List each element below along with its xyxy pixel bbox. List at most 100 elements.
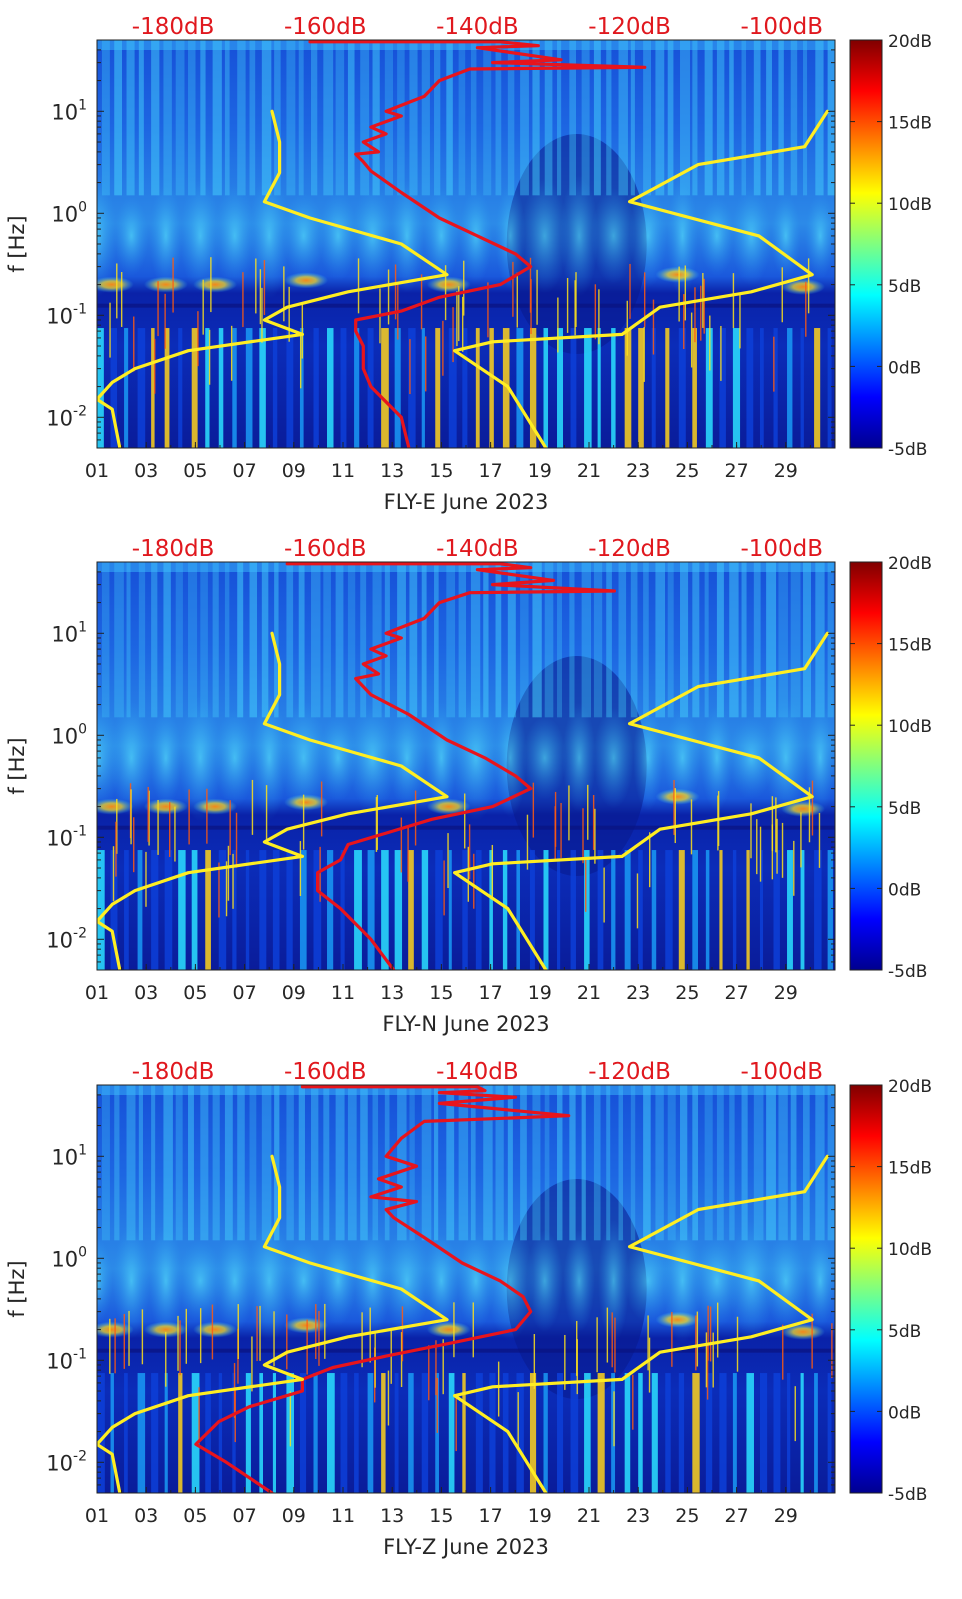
x-tick-label: 17 [479,1505,503,1527]
x-tick-label: 27 [725,460,749,482]
colorbar-tick-label: 20dB [888,1077,932,1097]
x-tick-label: 03 [134,460,158,482]
top-db-label: -140dB [436,1059,519,1085]
x-tick-label: 21 [577,460,601,482]
colorbar-tick-label: 0dB [888,880,921,900]
x-tick-label: 29 [774,1505,798,1527]
yellow-curve-right [453,109,829,448]
yellow-curve-right [453,1154,829,1493]
x-tick-label: 15 [429,460,453,482]
x-tick-label: 11 [331,460,355,482]
x-tick-label: 23 [626,460,650,482]
colorbar-tick-label: -5dB [888,962,927,982]
x-tick-label: 09 [282,982,306,1004]
x-tick-label: 15 [429,1505,453,1527]
yellow-curve-left [97,109,449,448]
colorbar-tick-label: 0dB [888,358,921,378]
top-db-label: -140dB [436,14,519,40]
x-tick-label: 01 [85,1505,109,1527]
x-tick-label: 11 [331,1505,355,1527]
x-tick-label: 13 [380,982,404,1004]
x-tick-label: 17 [479,982,503,1004]
top-db-label: -100dB [740,14,823,40]
top-db-label: -120dB [588,14,671,40]
y-tick-label: 10-1 [46,823,87,850]
y-tick-label: 101 [51,619,87,646]
x-tick-label: 05 [183,982,207,1004]
colorbar [849,561,883,971]
x-tick-label: 17 [479,460,503,482]
spectrogram-image [97,1085,835,1493]
top-db-label: -180dB [132,1059,215,1085]
colorbar-tick-label: 15dB [888,636,932,656]
y-tick-label: 100 [51,199,87,226]
y-tick-label: 10-2 [46,403,87,430]
colorbar-tick-label: 5dB [888,799,921,819]
x-tick-label: 13 [380,460,404,482]
x-tick-label: 07 [233,460,257,482]
x-axis-label: FLY-E June 2023 [384,490,549,514]
top-db-label: -180dB [132,14,215,40]
colorbar [849,1084,883,1494]
colorbar-tick-label: -5dB [888,440,927,460]
x-tick-label: 09 [282,1505,306,1527]
x-tick-label: 21 [577,982,601,1004]
x-tick-label: 27 [725,982,749,1004]
colorbar-tick-label: 20dB [888,32,932,52]
x-tick-label: 25 [675,1505,699,1527]
x-tick-label: 11 [331,982,355,1004]
top-db-label: -120dB [588,1059,671,1085]
x-tick-label: 07 [233,1505,257,1527]
y-tick-label: 101 [51,97,87,124]
panel-fly-e: 01 03 05 07 09 11 13 15 17 19 21 23 25 27 29 10-2 10-1 10… [5,14,932,514]
top-db-label: -160dB [284,536,367,562]
spectrogram-image [97,562,835,970]
colorbar-tick-label: 15dB [888,1159,932,1179]
x-axis-label: FLY-Z June 2023 [383,1535,549,1559]
x-tick-label: 29 [774,982,798,1004]
colorbar [849,39,883,449]
y-tick-label: 100 [51,1244,87,1271]
y-tick-label: 100 [51,721,87,748]
colorbar-tick-label: 10dB [888,717,932,737]
panel-fly-z: 01 03 05 07 09 11 13 15 17 19 21 23 25 27 29 10-2 10-1 10… [5,1059,932,1559]
x-tick-label: 13 [380,1505,404,1527]
red-curve [285,562,616,970]
red-curve [194,1085,571,1493]
x-tick-label: 21 [577,1505,601,1527]
x-tick-label: 25 [675,460,699,482]
x-tick-label: 29 [774,460,798,482]
y-tick-label: 10-2 [46,1448,87,1475]
yellow-curve-left [97,631,449,970]
top-db-label: -160dB [284,1059,367,1085]
x-tick-label: 05 [183,460,207,482]
x-tick-label: 05 [183,1505,207,1527]
x-tick-label: 09 [282,460,306,482]
spectrogram-image [97,40,835,448]
colorbar-tick-label: 15dB [888,114,932,134]
y-tick-label: 10-1 [46,301,87,328]
x-tick-label: 25 [675,982,699,1004]
colorbar-tick-label: -5dB [888,1485,927,1505]
y-axis-label: f [Hz] [5,1260,29,1317]
y-tick-label: 101 [51,1142,87,1169]
top-db-label: -100dB [740,1059,823,1085]
colorbar-tick-label: 5dB [888,1322,921,1342]
x-tick-label: 23 [626,1505,650,1527]
x-axis-label: FLY-N June 2023 [382,1012,549,1036]
top-db-label: -100dB [740,536,823,562]
top-db-label: -140dB [436,536,519,562]
top-db-label: -160dB [284,14,367,40]
yellow-curve-right [453,631,829,970]
x-tick-label: 07 [233,982,257,1004]
colorbar-tick-label: 20dB [888,554,932,574]
x-tick-label: 01 [85,982,109,1004]
top-db-label: -120dB [588,536,671,562]
x-tick-label: 03 [134,1505,158,1527]
colorbar-tick-label: 10dB [888,195,932,215]
colorbar-tick-label: 5dB [888,277,921,297]
x-tick-label: 01 [85,460,109,482]
y-axis-label: f [Hz] [5,737,29,794]
x-tick-label: 19 [528,460,552,482]
